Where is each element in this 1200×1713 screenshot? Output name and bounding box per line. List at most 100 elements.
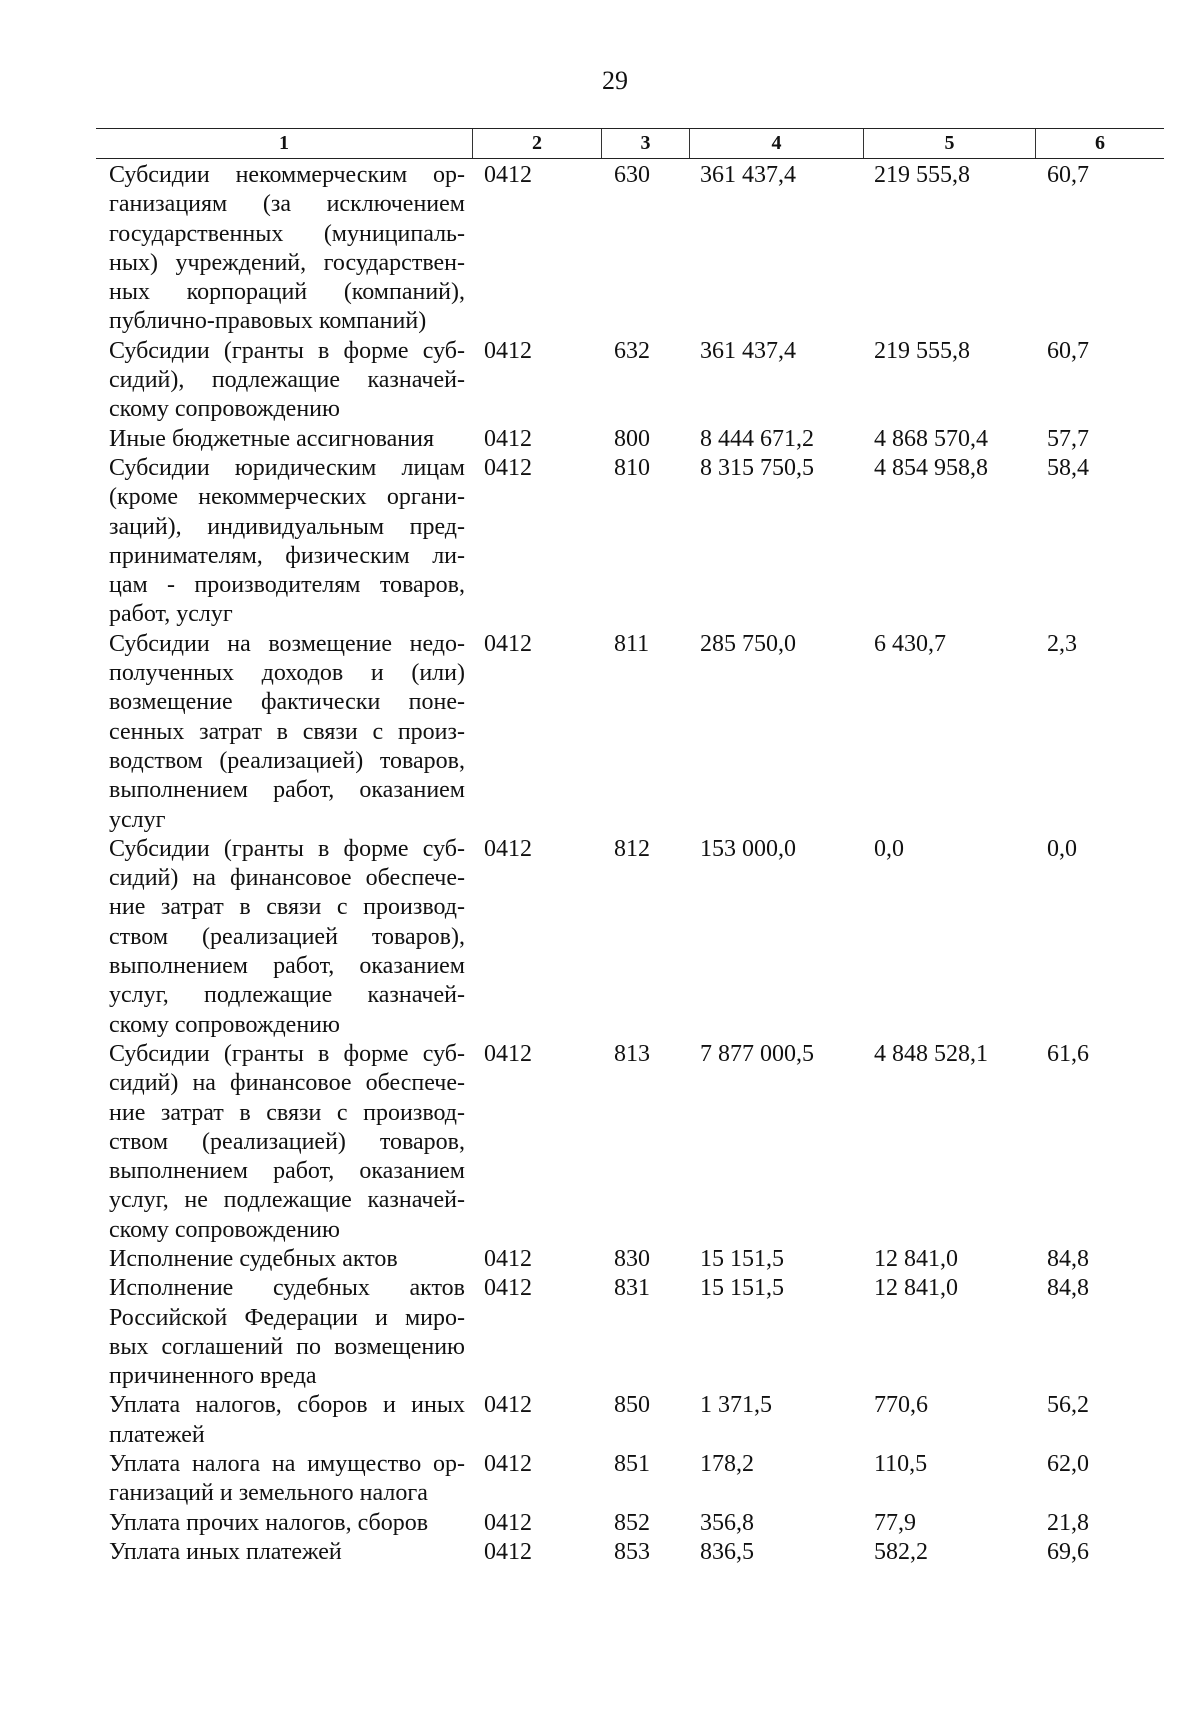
executed-amount: 12 841,0 bbox=[874, 1275, 958, 1302]
execution-percent: 21,8 bbox=[1047, 1509, 1089, 1536]
description-line: водством (реализацией) товаров, bbox=[109, 747, 465, 774]
description-line: полученных доходов и (или) bbox=[109, 660, 465, 687]
row-description: Уплата прочих налогов, сборов bbox=[109, 1509, 465, 1538]
expense-type-code: 853 bbox=[614, 1538, 650, 1565]
row-description: Субсидии на возмещение недо-полученных д… bbox=[109, 630, 465, 835]
row-description: Уплата налога на имущество ор-ганизаций … bbox=[109, 1450, 465, 1509]
description-line: скому сопровождению bbox=[109, 1011, 340, 1038]
section-code: 0412 bbox=[484, 425, 532, 452]
description-line: сенных затрат в связи с произ- bbox=[109, 718, 465, 745]
description-line: Исполнение судебных актов bbox=[109, 1275, 465, 1302]
description-line: ных) учреждений, государствен- bbox=[109, 249, 465, 276]
execution-percent: 61,6 bbox=[1047, 1040, 1089, 1067]
description-line: скому сопровождению bbox=[109, 1216, 340, 1243]
description-line: Уплата прочих налогов, сборов bbox=[109, 1509, 429, 1536]
description-line: вых соглашений по возмещению bbox=[109, 1333, 465, 1360]
table-row: Субсидии некоммерческим ор-ганизациям (з… bbox=[96, 161, 1164, 337]
execution-percent: 58,4 bbox=[1047, 454, 1089, 481]
description-line: причиненного вреда bbox=[109, 1363, 317, 1390]
table-header: 1 2 3 4 5 6 bbox=[96, 128, 1164, 159]
section-code: 0412 bbox=[484, 1538, 532, 1565]
execution-percent: 62,0 bbox=[1047, 1451, 1089, 1478]
execution-percent: 69,6 bbox=[1047, 1538, 1089, 1565]
header-col-5: 5 bbox=[863, 129, 1035, 158]
description-line: выполнением работ, оказанием bbox=[109, 953, 465, 980]
section-code: 0412 bbox=[484, 454, 532, 481]
planned-amount: 361 437,4 bbox=[700, 162, 796, 188]
description-line: скому сопровождению bbox=[109, 396, 340, 423]
description-line: Субсидии некоммерческим ор- bbox=[109, 162, 465, 188]
table-row: Субсидии (гранты в форме суб-сидий) на ф… bbox=[96, 835, 1164, 1040]
description-line: государственных (муниципаль- bbox=[109, 220, 465, 247]
description-line: публично-правовых компаний) bbox=[109, 308, 427, 335]
planned-amount: 8 444 671,2 bbox=[700, 425, 814, 452]
expense-type-code: 630 bbox=[614, 162, 650, 188]
executed-amount: 6 430,7 bbox=[874, 630, 946, 657]
description-line: услуг, подлежащие казначей- bbox=[109, 982, 465, 1009]
header-col-1: 1 bbox=[279, 132, 289, 154]
planned-amount: 153 000,0 bbox=[700, 835, 796, 862]
planned-amount: 1 371,5 bbox=[700, 1392, 772, 1419]
description-line: ние затрат в связи с производ- bbox=[109, 894, 465, 921]
description-line: услуг, не подлежащие казначей- bbox=[109, 1187, 465, 1214]
description-line: выполнением работ, оказанием bbox=[109, 1158, 465, 1185]
description-line: Субсидии (гранты в форме суб- bbox=[109, 835, 465, 862]
description-line: услуг bbox=[109, 806, 166, 833]
description-line: заций), индивидуальным пред- bbox=[109, 513, 465, 540]
execution-percent: 57,7 bbox=[1047, 425, 1089, 452]
row-description: Субсидии некоммерческим ор-ганизациям (з… bbox=[109, 161, 465, 337]
row-description: Субсидии (гранты в форме суб-сидий), под… bbox=[109, 337, 465, 425]
section-code: 0412 bbox=[484, 1245, 532, 1272]
execution-percent: 2,3 bbox=[1047, 630, 1077, 657]
description-line: работ, услуг bbox=[109, 601, 233, 628]
description-line: Субсидии на возмещение недо- bbox=[109, 630, 465, 657]
planned-amount: 7 877 000,5 bbox=[700, 1040, 814, 1067]
table-row: Иные бюджетные ассигнования 0412 800 8 444 … bbox=[96, 425, 1164, 454]
description-line: ных корпораций (компаний), bbox=[109, 279, 465, 306]
execution-percent: 0,0 bbox=[1047, 835, 1077, 862]
description-line: Уплата иных платежей bbox=[109, 1538, 342, 1565]
planned-amount: 15 151,5 bbox=[700, 1245, 784, 1272]
section-code: 0412 bbox=[484, 1392, 532, 1419]
table-row: Субсидии юридическим лицам (кроме некомме… bbox=[96, 454, 1164, 630]
planned-amount: 836,5 bbox=[700, 1538, 754, 1565]
description-line: цам - производителям товаров, bbox=[109, 572, 465, 599]
execution-percent: 84,8 bbox=[1047, 1275, 1089, 1302]
expense-type-code: 851 bbox=[614, 1451, 650, 1478]
header-col-3: 3 bbox=[601, 129, 689, 158]
executed-amount: 582,2 bbox=[874, 1538, 928, 1565]
description-line: Иные бюджетные ассигнования bbox=[109, 425, 434, 452]
description-line: ством (реализацией товаров), bbox=[109, 923, 465, 950]
section-code: 0412 bbox=[484, 835, 532, 862]
row-description: Уплата налогов, сборов и иных платежей bbox=[109, 1391, 465, 1450]
executed-amount: 4 854 958,8 bbox=[874, 454, 988, 481]
executed-amount: 12 841,0 bbox=[874, 1245, 958, 1272]
header-col-4: 4 bbox=[689, 129, 863, 158]
description-line: выполнением работ, оказанием bbox=[109, 777, 465, 804]
expense-type-code: 813 bbox=[614, 1040, 650, 1067]
planned-amount: 8 315 750,5 bbox=[700, 454, 814, 481]
table-row: Уплата налога на имущество ор-ганизаций … bbox=[96, 1450, 1164, 1509]
execution-percent: 56,2 bbox=[1047, 1392, 1089, 1419]
description-line: возмещение фактически поне- bbox=[109, 689, 465, 716]
header-col-2: 2 bbox=[472, 129, 601, 158]
expense-type-code: 800 bbox=[614, 425, 650, 452]
executed-amount: 0,0 bbox=[874, 835, 904, 862]
planned-amount: 285 750,0 bbox=[700, 630, 796, 657]
header-col-6: 6 bbox=[1035, 129, 1164, 158]
section-code: 0412 bbox=[484, 337, 532, 364]
table-row: Субсидии на возмещение недо-полученных д… bbox=[96, 630, 1164, 835]
description-line: сидий) на финансовое обеспече- bbox=[109, 865, 465, 892]
executed-amount: 219 555,8 bbox=[874, 162, 970, 188]
executed-amount: 219 555,8 bbox=[874, 337, 970, 364]
description-line: платежей bbox=[109, 1421, 205, 1448]
executed-amount: 110,5 bbox=[874, 1451, 928, 1478]
description-line: ганизациям (за исключением bbox=[109, 191, 465, 218]
planned-amount: 361 437,4 bbox=[700, 337, 796, 364]
execution-percent: 84,8 bbox=[1047, 1245, 1089, 1272]
description-line: сидий) на финансовое обеспече- bbox=[109, 1070, 465, 1097]
table-row: Уплата налогов, сборов и иных платежей 041… bbox=[96, 1391, 1164, 1450]
description-line: ством (реализацией) товаров, bbox=[109, 1128, 465, 1155]
section-code: 0412 bbox=[484, 1275, 532, 1302]
executed-amount: 77,9 bbox=[874, 1509, 916, 1536]
